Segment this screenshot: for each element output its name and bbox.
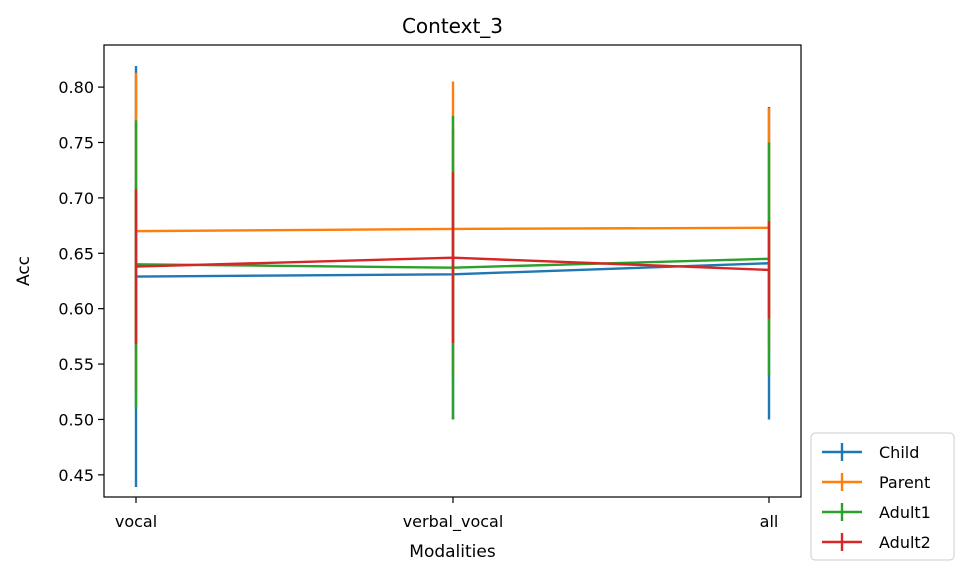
legend-entry: Parent bbox=[822, 473, 930, 492]
y-tick-label: 0.65 bbox=[58, 244, 94, 263]
legend-label: Adult2 bbox=[879, 533, 931, 552]
y-tick-label: 0.55 bbox=[58, 355, 94, 374]
x-tick-label: all bbox=[760, 512, 779, 531]
y-axis-label: Acc bbox=[14, 256, 34, 286]
series-adult2 bbox=[134, 172, 771, 345]
series-layer bbox=[134, 66, 771, 488]
legend-label: Parent bbox=[879, 473, 930, 492]
axes-layer: 0.45 0.50 0.55 0.60 0.65 0.70 0.75 0.80 vocal ver… bbox=[58, 78, 778, 532]
y-tick-label: 0.75 bbox=[58, 133, 94, 152]
y-tick-label: 0.80 bbox=[58, 78, 94, 97]
y-tick-label: 0.60 bbox=[58, 300, 94, 319]
x-tick-label: vocal bbox=[115, 512, 157, 531]
legend-frame bbox=[810, 432, 955, 561]
legend-entry: Adult2 bbox=[822, 533, 931, 552]
x-axis-label: Modalities bbox=[409, 542, 496, 562]
legend: Child Parent Adult1 Adult2 bbox=[810, 432, 955, 561]
legend-label: Adult1 bbox=[879, 503, 931, 522]
legend-entry: Adult1 bbox=[822, 503, 931, 522]
chart-title: Context_3 bbox=[402, 14, 503, 38]
legend-label: Child bbox=[879, 443, 919, 462]
legend-entry: Child bbox=[822, 443, 919, 462]
y-tick-label: 0.45 bbox=[58, 466, 94, 485]
x-tick-label: verbal_vocal bbox=[403, 512, 504, 532]
y-tick-label: 0.70 bbox=[58, 189, 94, 208]
y-tick-label: 0.50 bbox=[58, 410, 94, 429]
